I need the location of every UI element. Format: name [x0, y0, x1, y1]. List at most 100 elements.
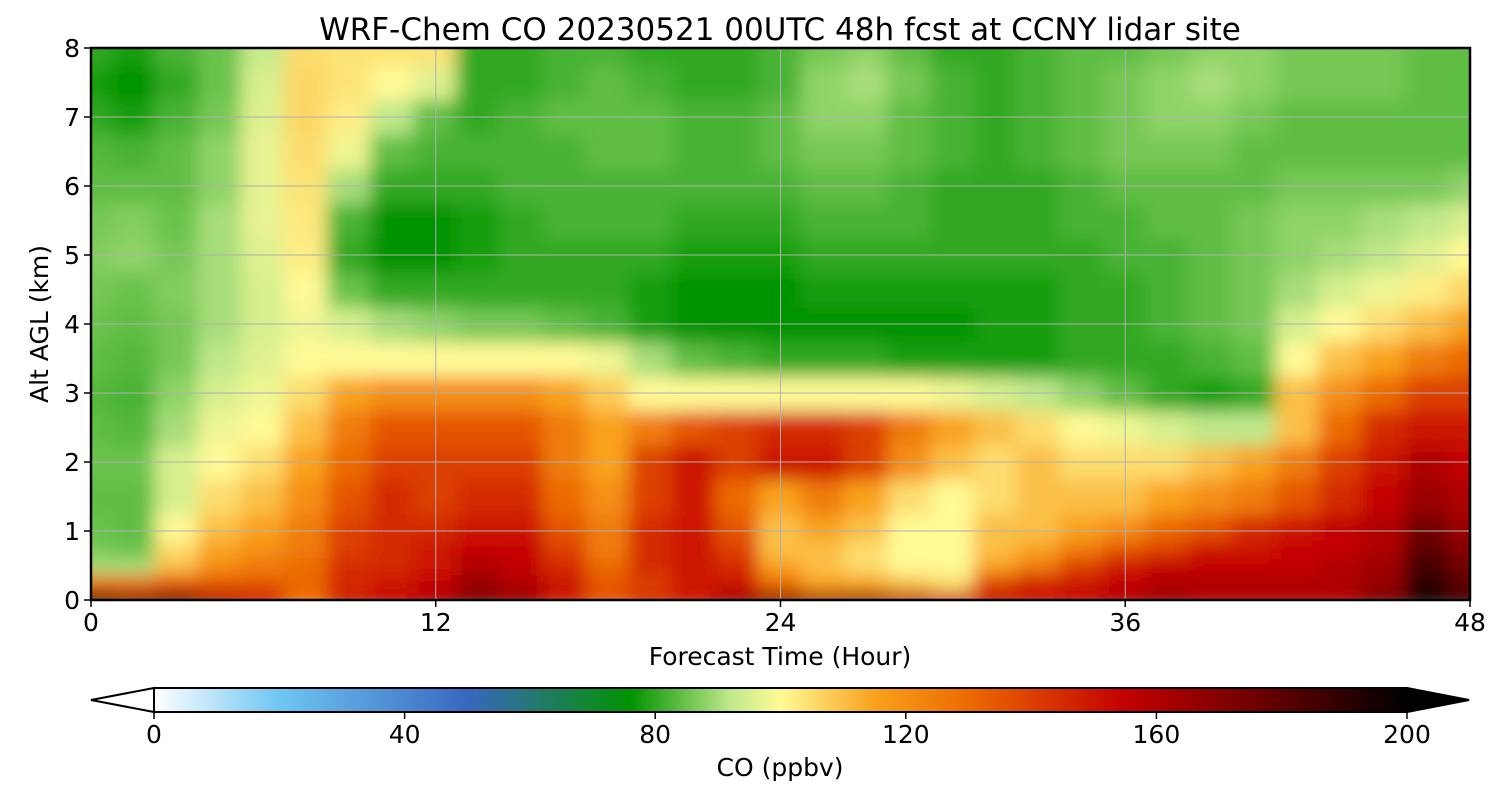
heatmap-cell [111, 573, 157, 593]
heatmap-cell [887, 409, 933, 446]
heatmap-cell [887, 538, 933, 558]
heatmap-cell [671, 555, 717, 576]
heatmap-cell [930, 590, 976, 600]
heatmap-cell [1361, 555, 1407, 576]
heatmap-cell [327, 409, 373, 446]
heatmap-cell [671, 271, 717, 308]
heatmap-cell [714, 409, 760, 446]
heatmap-cell [973, 202, 1019, 239]
heatmap-cell [1016, 64, 1062, 101]
heatmap-cell [1188, 48, 1234, 67]
heatmap-cell [1059, 409, 1105, 446]
x-tick-label: 12 [420, 608, 452, 637]
x-tick-label: 24 [765, 608, 797, 637]
heatmap-cell [1318, 573, 1364, 593]
heatmap-cell [370, 340, 416, 377]
heatmap-cell [1318, 64, 1364, 101]
heatmap-cell [1404, 271, 1450, 308]
heatmap-cell [1188, 202, 1234, 239]
heatmap-cell [671, 590, 717, 600]
x-tick-label: 36 [1109, 608, 1141, 637]
heatmap-cell [240, 133, 286, 170]
heatmap-cell [887, 590, 933, 600]
heatmap-cell [1059, 538, 1105, 558]
heatmap-cell [1016, 271, 1062, 308]
heatmap-cell [1447, 573, 1470, 593]
colorbar-tick-label: 200 [1383, 720, 1431, 749]
heatmap-cell [283, 48, 330, 67]
heatmap-cell [1447, 64, 1470, 101]
heatmap-cell [1231, 555, 1278, 576]
heatmap-cell [973, 133, 1019, 170]
heatmap-cell [240, 512, 286, 541]
heatmap-cell [628, 409, 674, 446]
heatmap-cell [499, 512, 545, 541]
y-tick-label: 2 [64, 448, 80, 477]
heatmap-cell [1275, 573, 1321, 593]
heatmap-cell [240, 271, 286, 308]
colorbar-tick-label: 40 [389, 720, 421, 749]
heatmap-cell [283, 573, 330, 593]
heatmap-cell [628, 555, 674, 576]
heatmap-cell [499, 340, 545, 377]
chart-title: WRF-Chem CO 20230521 00UTC 48h fcst at C… [319, 12, 1241, 48]
heatmap-cell [1145, 271, 1191, 308]
heatmap-cell [283, 512, 330, 541]
heatmap-cell [585, 590, 631, 600]
heatmap-cell [973, 573, 1019, 593]
heatmap-cell [1059, 202, 1105, 239]
colorbar-tick-label: 160 [1133, 720, 1181, 749]
heatmap-cell [1059, 573, 1105, 593]
heatmap-cell [714, 538, 760, 558]
heatmap-cell [499, 409, 545, 446]
heatmap-cell [585, 133, 631, 170]
heatmap-cell [1231, 409, 1278, 446]
heatmap-cell [1318, 202, 1364, 239]
colorbar: 0 40 80 120 160 200 CO (ppbv) [90, 686, 1470, 782]
heatmap-cell [714, 512, 760, 541]
heatmap-cell [801, 478, 847, 515]
heatmap-cell [1016, 538, 1062, 558]
heatmap-cell [1447, 478, 1470, 515]
heatmap-cell [91, 409, 114, 446]
heatmap-cell [327, 64, 373, 101]
heatmap-cell [1016, 133, 1062, 170]
heatmap-cell [1404, 538, 1450, 558]
heatmap-cell [1447, 590, 1470, 600]
heatmap-cell [1275, 271, 1321, 308]
heatmap-cell [1188, 133, 1234, 170]
heatmap-cell [327, 133, 373, 170]
heatmap-cell [91, 48, 114, 67]
heatmap-cell [91, 478, 114, 515]
heatmap-cell [1404, 202, 1450, 239]
heatmap-cell [1145, 340, 1191, 377]
heatmap-cell [1145, 64, 1191, 101]
heatmap-cell [197, 478, 243, 515]
heatmap-cell [370, 538, 416, 558]
heatmap-cell [154, 512, 200, 541]
heatmap-cell [801, 340, 847, 377]
heatmap-cell [370, 271, 416, 308]
heatmap-cell [628, 340, 674, 377]
heatmap-cell [585, 409, 631, 446]
heatmap-cell [844, 133, 890, 170]
heatmap-cell [1404, 64, 1450, 101]
y-tick-label: 8 [64, 34, 80, 63]
heatmap-cell [91, 512, 114, 541]
heatmap-cell [154, 538, 200, 558]
heatmap-cell [327, 202, 373, 239]
heatmap-cell [930, 133, 976, 170]
heatmap-cell [887, 64, 933, 101]
heatmap-cell [1231, 478, 1278, 515]
heatmap-cell [154, 573, 200, 593]
heatmap-cell [1016, 573, 1062, 593]
heatmap-cell [1016, 48, 1062, 67]
heatmap-cell [91, 64, 114, 101]
heatmap-cell [1145, 409, 1191, 446]
heatmap-cell [370, 478, 416, 515]
heatmap-cell [1231, 512, 1278, 541]
heatmap-cell [930, 538, 976, 558]
heatmap-cell [1059, 512, 1105, 541]
heatmap-cell [240, 590, 286, 600]
heatmap-cell [111, 48, 157, 67]
